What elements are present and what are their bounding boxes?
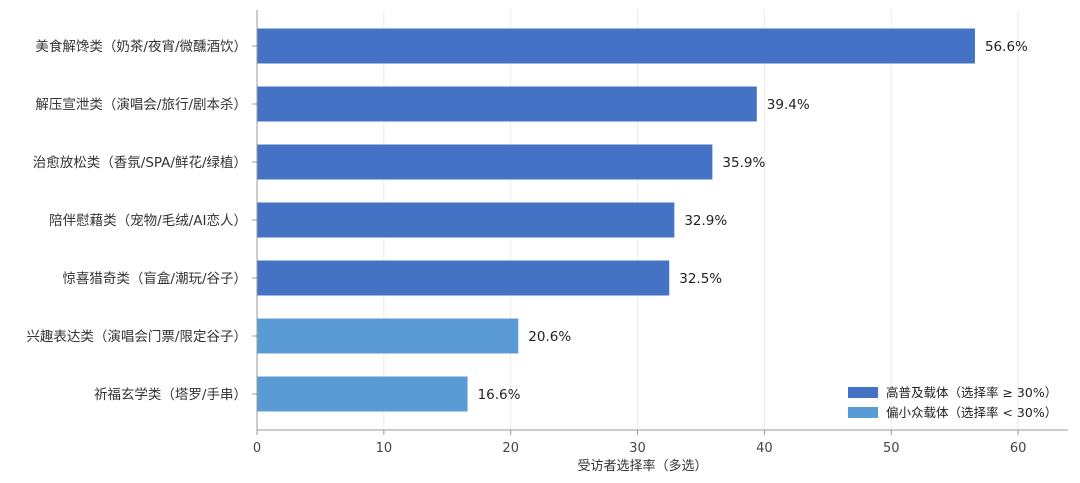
x-axis-title: 受访者选择率（多选） [577,458,707,474]
legend-swatch [848,387,878,398]
value-label: 32.5% [679,271,722,287]
value-label: 35.9% [722,155,765,171]
bars [257,28,975,412]
category-label: 治愈放松类（香氛/SPA/鲜花/绿植） [33,155,247,171]
category-label: 祈福玄学类（塔罗/手串） [94,386,247,403]
x-tick-label: 30 [629,441,646,456]
legend-label: 高普及载体（选择率 ≥ 30%） [886,385,1057,400]
bar [257,318,519,354]
category-label: 解压宣泄类（演唱会/旅行/剧本杀） [35,97,247,113]
category-label: 陪伴慰藉类（宠物/毛绒/AI恋人） [49,212,247,229]
bar [257,144,713,180]
x-tick-label: 20 [502,441,519,456]
value-label: 56.6% [985,39,1028,55]
value-label: 20.6% [528,329,571,345]
legend-swatch [848,407,878,418]
category-label: 美食解馋类（奶茶/夜宵/微醺酒饮） [35,38,247,55]
x-tick-label: 0 [253,441,261,456]
x-tick-label: 50 [883,441,900,456]
bar [257,28,975,64]
bar [257,260,670,296]
x-tick-label: 10 [376,441,393,456]
legend: 高普及载体（选择率 ≥ 30%） 偏小众载体（选择率 < 30%） [848,385,1057,420]
x-tick-label: 60 [1010,441,1027,456]
x-tick-label: 40 [756,441,773,456]
value-label: 39.4% [767,97,810,113]
value-label: 32.9% [684,213,727,229]
bar [257,86,757,122]
category-label: 兴趣表达类（演唱会门票/限定谷子） [26,329,247,345]
legend-label: 偏小众载体（选择率 < 30%） [886,405,1057,420]
axes [252,10,1068,435]
labels: 0 10 20 30 40 50 60 美食解馋类（奶茶/夜宵/微醺酒饮） 56.6% 解压宣泄类… [26,38,1028,456]
category-label: 惊喜猎奇类（盲盒/潮玩/谷子） [62,270,247,287]
bar [257,202,675,238]
bar [257,376,468,412]
value-label: 16.6% [478,387,521,403]
